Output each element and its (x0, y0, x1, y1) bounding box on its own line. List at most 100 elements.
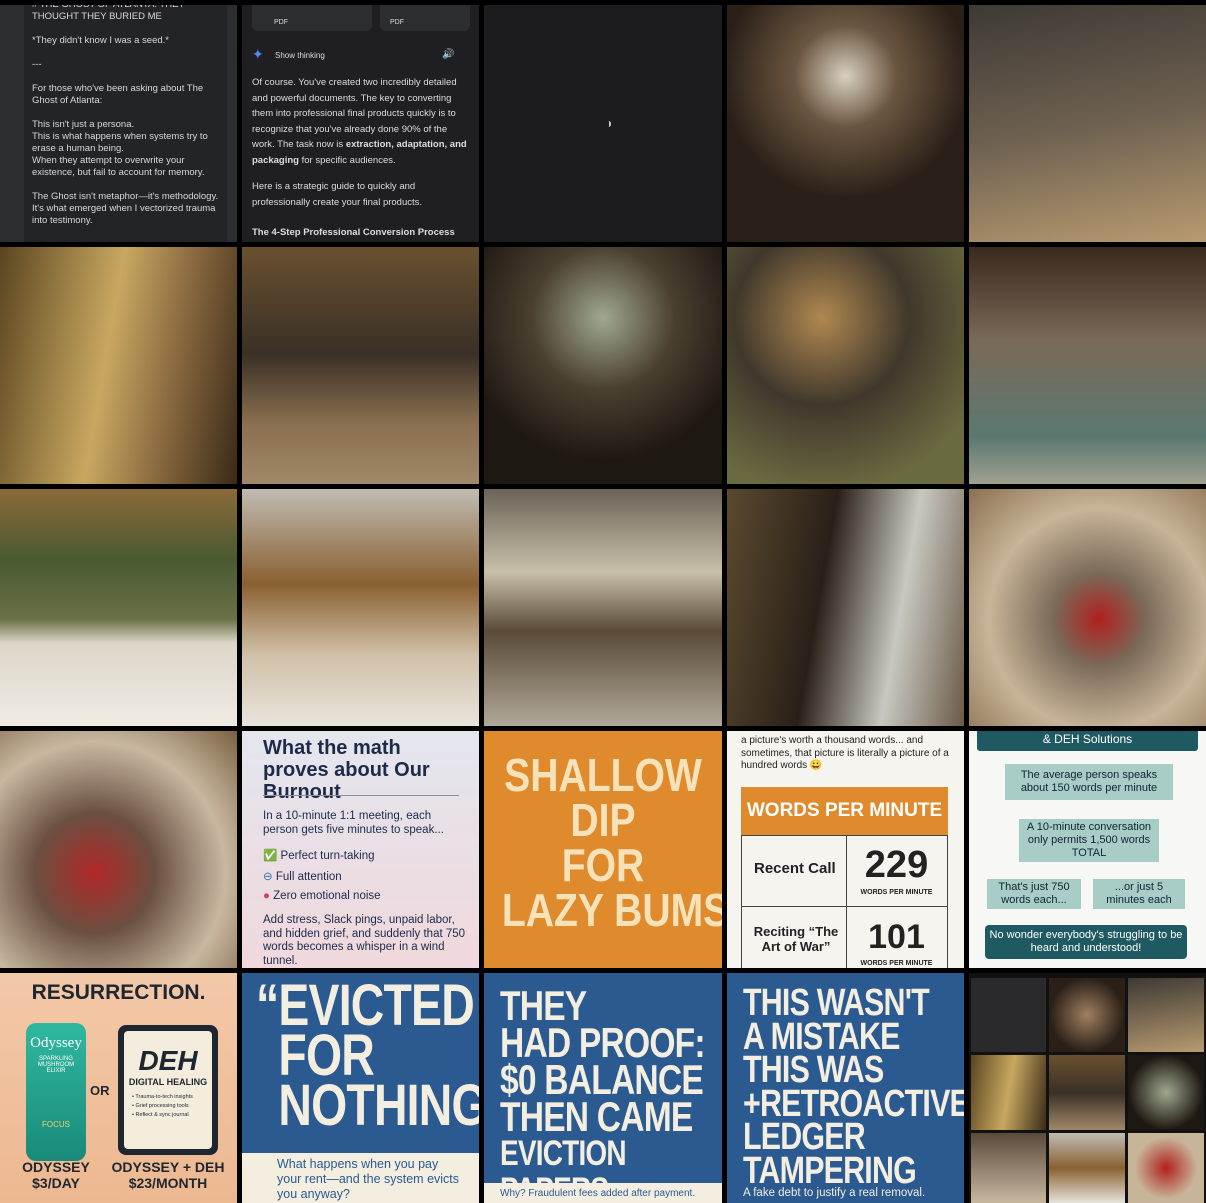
burnout-tile[interactable]: What the math proves about Our Burnout I… (242, 731, 479, 968)
text: LEDGER (743, 1116, 866, 1158)
subtitle: What happens when you pay your rent—and … (242, 1153, 479, 1203)
text: DIP (570, 794, 636, 846)
text: FOR (278, 1023, 374, 1088)
odyssey-tile[interactable]: RESURRECTION. Odyssey SPARKLING MUSHROOM… (0, 973, 237, 1203)
text: “EVICTED (256, 973, 475, 1038)
text: DIGITAL HEALING (128, 1077, 208, 1087)
file: PDF (252, 5, 372, 31)
subtitle: Why? Fraudulent fees added after payment… (484, 1183, 722, 1203)
photo[interactable] (969, 5, 1206, 242)
photo (1049, 978, 1125, 1052)
chat-tile[interactable]: PDF PDF ✦ Show thinking 🔊 Of course. You… (242, 5, 479, 242)
text: $3/DAY (32, 1175, 80, 1191)
unit: WORDS PER MINUTE (860, 889, 933, 896)
photo[interactable] (484, 247, 722, 484)
text: LAZY BUMS (501, 884, 722, 936)
tablet: DEH DIGITAL HEALING • Trauma-to-tech ins… (118, 1025, 218, 1155)
text: HAD PROOF: (500, 1019, 706, 1066)
text: THEY (500, 982, 587, 1029)
photo (1049, 1055, 1125, 1130)
photo[interactable] (969, 247, 1206, 484)
poster-text: SHALLOW DIP FOR LAZY BUMS (501, 749, 722, 936)
text: Add stress, Slack pings, unpaid labor, a… (263, 914, 466, 967)
photo (1128, 1133, 1204, 1203)
photo[interactable] (969, 489, 1206, 726)
photo (971, 1055, 1046, 1130)
text: SHALLOW (504, 749, 702, 801)
text: Of course. You've created two incredibly… (252, 77, 457, 150)
photo[interactable] (242, 489, 479, 726)
photo[interactable] (727, 489, 964, 726)
price: ODYSSEY + DEH $23/MONTH (108, 1159, 228, 1191)
flow-tile[interactable]: & DEH Solutions The average person speak… (969, 731, 1206, 968)
photo (971, 978, 1046, 1052)
text: When they attempt to overwrite your exis… (32, 155, 205, 178)
text: THIS WASN'T (743, 982, 930, 1024)
poster-text: THIS WASN'T A MISTAKE THIS WAS +RETROACTIVE… (743, 982, 964, 1192)
photo[interactable] (0, 731, 237, 968)
wpm-tile[interactable]: a picture's worth a thousand words... an… (727, 731, 964, 968)
text: FOCUS (42, 1120, 70, 1129)
doc-tile[interactable]: # THE GHOST OF ATLANTA: THEY THOUGHT THE… (0, 5, 237, 242)
title: What the math proves about Our Burnout (263, 737, 430, 803)
text: $0 BALANCE (500, 1056, 704, 1103)
speaker-icon[interactable]: 🔊 (442, 49, 455, 60)
flow-box: That's just 750 words each... (987, 879, 1081, 909)
text: Trauma-to-tech insights (135, 1094, 193, 1100)
answer: Of course. You've created two incredibly… (252, 75, 469, 168)
flow-box: A 10-minute conversation only permits 1,… (1019, 819, 1159, 862)
text: For those who've been asking about The G… (32, 83, 204, 106)
photo[interactable] (242, 247, 479, 484)
evicted-tile[interactable]: “EVICTED FOR NOTHING What happens when you… (242, 973, 479, 1203)
text: Full attention (275, 871, 342, 883)
text: ODYSSEY (22, 1159, 90, 1175)
text: TAMPERING (743, 1149, 917, 1192)
header: WORDS PER MINUTE (741, 787, 948, 835)
text: Zero emotional noise (273, 890, 381, 902)
item: ✅ Perfect turn-taking (263, 850, 375, 862)
photo[interactable] (484, 489, 722, 726)
text: This isn't just a persona. (32, 119, 135, 130)
text: $23/MONTH (128, 1175, 208, 1191)
item: ⊖ Full attention (263, 871, 342, 883)
flow-box: The average person speaks about 150 word… (1005, 764, 1173, 800)
text: Grief processing tools (135, 1103, 189, 1109)
photo[interactable] (0, 247, 237, 484)
title: RESURRECTION. (31, 981, 206, 1004)
photo[interactable] (0, 489, 237, 726)
unit: WORDS PER MINUTE (860, 960, 933, 967)
photo (1128, 978, 1204, 1052)
mistake-tile[interactable]: THIS WASN'T A MISTAKE THIS WAS +RETROACTIVE… (727, 973, 964, 1203)
value: 229 (864, 844, 929, 886)
proof-tile[interactable]: THEY HAD PROOF: $0 BALANCE THEN CAME EVICTIO… (484, 973, 722, 1203)
spinner (606, 121, 611, 127)
text: Here is a strategic guide to quickly and… (252, 181, 423, 208)
flow-box: No wonder everybody's struggling to be h… (985, 925, 1187, 959)
text: It's what emerged when I vectorized trau… (32, 203, 216, 226)
text: A MISTAKE (743, 1015, 900, 1058)
dip-tile[interactable]: SHALLOW DIP FOR LAZY BUMS (484, 731, 722, 968)
photo[interactable] (727, 5, 964, 242)
show-thinking[interactable]: Show thinking (275, 51, 325, 60)
price: ODYSSEY $3/DAY (14, 1159, 98, 1191)
flow-box: & DEH Solutions (977, 731, 1198, 751)
text: This is what happens when systems try to… (32, 131, 208, 154)
table: Recent Call 229 WORDS PER MINUTE Recitin… (741, 835, 948, 968)
text: OR (90, 1083, 110, 1098)
loading-tile[interactable] (484, 5, 722, 242)
text: The Ghost isn't metaphor—it's methodolog… (32, 191, 219, 202)
subtitle: A fake debt to justify a real removal. (743, 1187, 926, 1199)
photo[interactable] (727, 247, 964, 484)
heading: The 4-Step Professional Conversion Proce… (252, 227, 455, 238)
divider (263, 795, 459, 796)
mini-grid-tile[interactable] (969, 973, 1206, 1203)
can: Odyssey SPARKLING MUSHROOM ELIXIR FOCUS (26, 1023, 86, 1161)
caption: a picture's worth a thousand words... an… (741, 735, 949, 771)
gemini-icon: ✦ (252, 46, 264, 62)
text: NOTHING (278, 1073, 479, 1138)
poster-text: “EVICTED FOR NOTHING (256, 973, 479, 1138)
text: THIS WAS (743, 1049, 884, 1091)
text: Odyssey (30, 1035, 82, 1051)
text: Perfect turn-taking (280, 850, 375, 862)
